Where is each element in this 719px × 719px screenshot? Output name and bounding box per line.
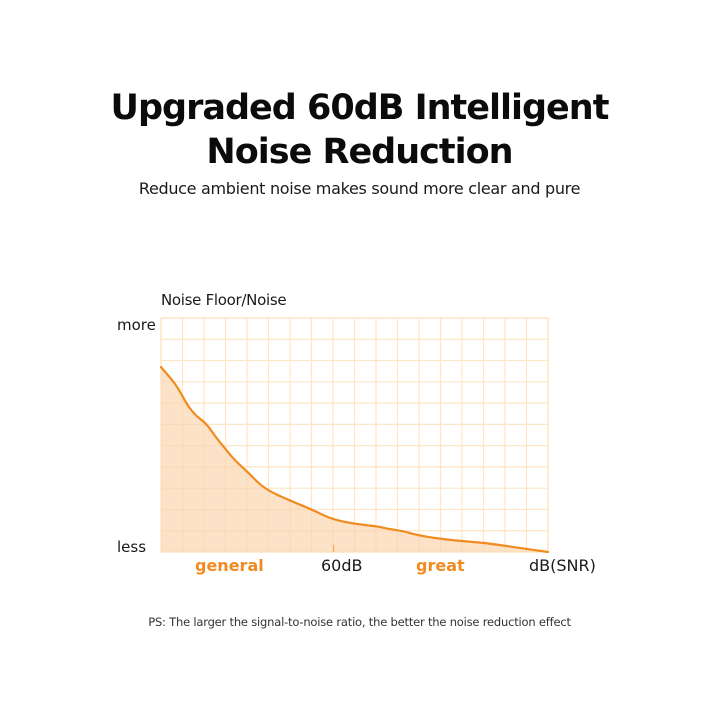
subtitle: Reduce ambient noise makes sound more cl… — [138, 179, 581, 198]
title-line-2: Noise Reduction — [206, 132, 513, 172]
y-axis-title: Noise Floor/Noise — [161, 291, 287, 309]
noise-curve-line — [159, 366, 550, 554]
footnote: PS: The larger the signal-to-noise ratio… — [148, 615, 571, 629]
x-label-60db: 60dB — [321, 556, 363, 575]
x-label-general: general — [195, 556, 264, 575]
title-line-1: Upgraded 60dB Intelligent — [110, 88, 610, 128]
y-axis-label-less: less — [117, 538, 147, 556]
x-axis-unit: dB(SNR) — [529, 556, 596, 575]
x-label-great: great — [416, 556, 465, 575]
y-axis-label-more: more — [117, 316, 156, 334]
page-title: Upgraded 60dB Intelligent Noise Reductio… — [0, 86, 719, 174]
noise-area-fill — [161, 367, 548, 552]
